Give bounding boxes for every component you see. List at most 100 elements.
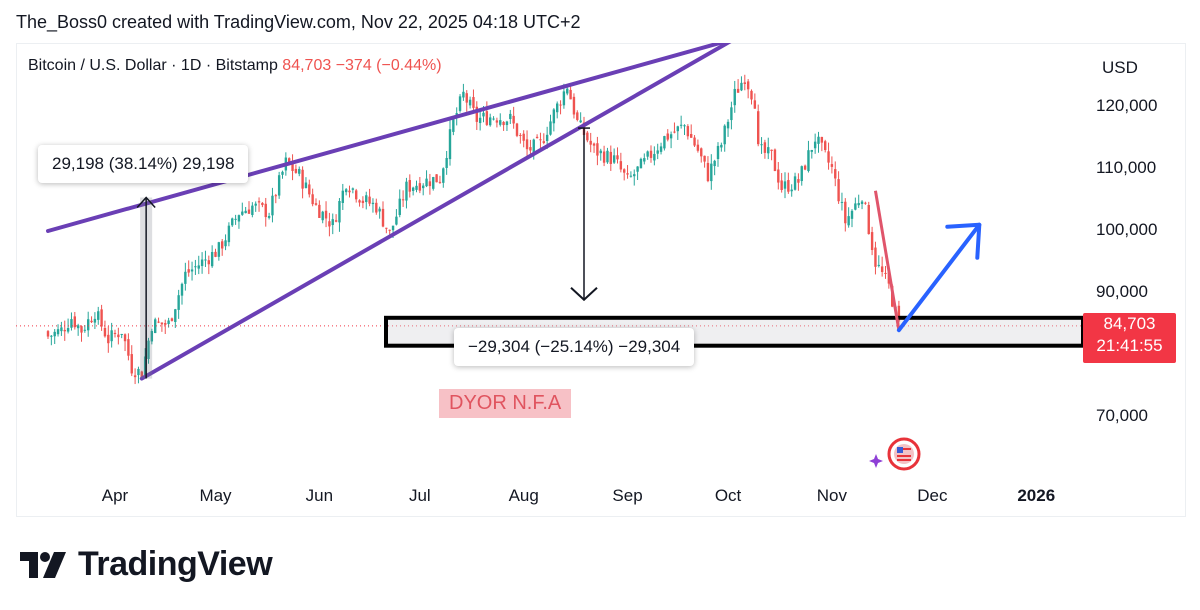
last-price: 84,703	[282, 57, 332, 74]
candle-body	[247, 209, 251, 214]
candle-body	[867, 204, 870, 235]
candle-body	[264, 203, 267, 218]
candle-body	[76, 325, 80, 329]
candle-body	[576, 112, 579, 120]
candle-body	[381, 208, 385, 227]
candle-body	[288, 158, 291, 165]
candle-body	[405, 181, 408, 201]
y-tick-label: 110,000	[1096, 158, 1157, 177]
candle-body	[147, 340, 150, 359]
candle-body	[224, 240, 227, 247]
candle-body	[679, 124, 683, 126]
candle-body	[864, 202, 867, 204]
candle-body	[616, 155, 619, 160]
x-tick-label: Oct	[714, 486, 742, 505]
candle-body	[636, 166, 639, 172]
candle-body	[599, 150, 602, 154]
candle-body	[391, 225, 395, 231]
x-tick-label: Dec	[917, 486, 948, 505]
candle-body	[663, 136, 666, 149]
candle-body	[368, 196, 371, 204]
candle-body	[860, 201, 864, 204]
candle-body	[137, 368, 140, 376]
candle-body	[298, 168, 301, 174]
candle-body	[874, 247, 877, 267]
candle-body	[683, 125, 686, 127]
candle-body	[686, 126, 690, 137]
chart-panel[interactable]	[16, 43, 1186, 517]
candle-body	[760, 144, 763, 146]
candle-body	[700, 148, 703, 157]
candle-body	[519, 134, 522, 136]
x-tick-label: Apr	[101, 486, 129, 505]
symbol-header[interactable]: Bitcoin / U.S. Dollar · 1D · Bitstamp 84…	[28, 57, 442, 75]
candle-body	[643, 158, 646, 162]
candle-body	[344, 189, 348, 193]
candle-body	[291, 161, 294, 171]
candle-body	[854, 203, 857, 210]
candle-body	[669, 134, 673, 139]
bar-countdown: 21:41:55	[1096, 336, 1163, 355]
candle-body	[398, 198, 401, 215]
candle-body	[388, 229, 391, 231]
candle-body	[130, 354, 133, 374]
candle-body	[422, 185, 425, 189]
candle-body	[532, 139, 535, 154]
candle-body	[824, 141, 827, 151]
candle-body	[438, 181, 442, 183]
candle-body	[844, 201, 847, 224]
candle-body	[884, 272, 887, 274]
candle-body	[813, 141, 817, 149]
measure-label-up[interactable]: 29,198 (38.14%) 29,198	[38, 145, 249, 183]
candle-body	[777, 169, 780, 183]
candle-body	[267, 216, 271, 218]
candle-body	[154, 319, 157, 334]
candle-body	[217, 242, 221, 257]
candle-body	[83, 329, 87, 331]
measure-label-down[interactable]: −29,304 (−25.14%) −29,304	[454, 328, 695, 366]
candle-body	[743, 82, 746, 84]
candle-body	[673, 131, 676, 133]
candle-body	[757, 111, 760, 145]
candle-body	[324, 210, 328, 219]
candle-body	[214, 251, 217, 257]
candle-body	[318, 204, 321, 218]
candle-body	[549, 121, 552, 135]
candle-body	[740, 82, 743, 91]
candle-body	[328, 221, 331, 227]
candle-body	[572, 96, 576, 115]
candle-body	[395, 216, 398, 225]
candle-body	[566, 88, 569, 94]
candle-body	[787, 180, 790, 192]
candle-body	[385, 227, 388, 229]
candle-body	[331, 219, 334, 226]
candle-body	[602, 151, 606, 163]
candle-body	[231, 218, 234, 226]
candle-body	[897, 305, 901, 322]
candle-body	[46, 331, 50, 337]
candle-body	[254, 203, 257, 206]
currency-unit: USD	[1102, 58, 1138, 77]
candle-body	[200, 259, 204, 267]
candle-body	[716, 145, 720, 160]
candle-body	[207, 260, 210, 265]
x-tick-label: May	[199, 486, 232, 505]
candle-body	[261, 202, 264, 206]
candle-body	[371, 202, 375, 205]
candle-body	[656, 150, 659, 154]
candle-body	[559, 104, 562, 106]
candle-body	[629, 175, 633, 177]
drop-sketch-line	[873, 190, 901, 331]
candle-body	[257, 201, 261, 203]
candle-body	[837, 179, 840, 202]
candle-body	[746, 81, 750, 90]
candle-body	[522, 133, 525, 141]
y-tick-label: 120,000	[1096, 96, 1158, 115]
candle-body	[539, 139, 542, 141]
candle-body	[535, 136, 539, 139]
candle-body	[730, 107, 733, 121]
candle-body	[803, 165, 807, 170]
candle-body	[767, 147, 770, 154]
measure-down-arrowhead	[570, 287, 598, 302]
